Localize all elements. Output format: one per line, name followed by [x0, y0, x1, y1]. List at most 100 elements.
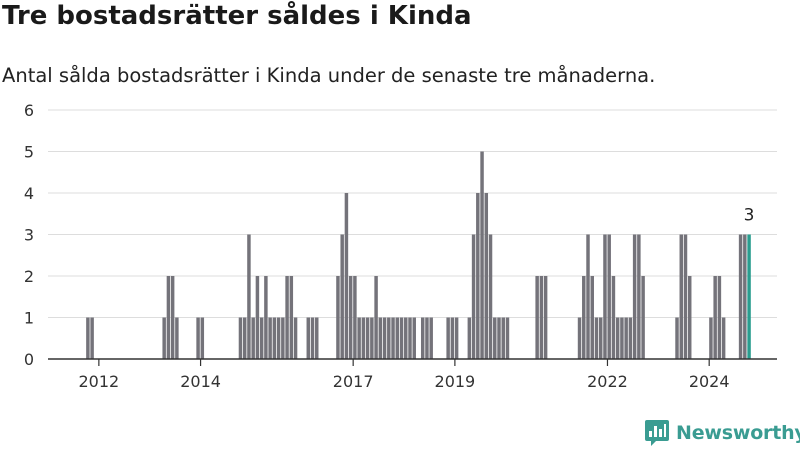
bar-2017-10 — [391, 317, 395, 359]
bar-2023-05 — [675, 317, 679, 359]
bar-2017-05 — [370, 317, 374, 359]
bar-2014-11 — [242, 317, 247, 359]
bar-2015-06 — [272, 317, 277, 359]
bar-2021-11 — [598, 317, 603, 359]
y-tick-label-3: 3 — [24, 226, 34, 245]
bar-2019-05 — [471, 234, 476, 359]
bar-2017-01 — [353, 276, 357, 359]
bar-2013-04 — [162, 317, 166, 359]
y-tick-label-1: 1 — [24, 309, 34, 328]
bar-2014-01 — [200, 317, 205, 359]
bar-2015-10 — [289, 276, 294, 359]
bar-2017-07 — [378, 317, 383, 359]
bar-2018-11 — [446, 317, 450, 359]
bar-2024-08 — [738, 234, 743, 359]
bar-2021-07 — [582, 276, 586, 359]
bar-chart-speech-bubble-icon — [645, 420, 669, 446]
bar-2022-04 — [620, 317, 624, 359]
bar-2017-02 — [357, 317, 361, 359]
bar-2022-01 — [607, 234, 611, 359]
y-tick-label-4: 4 — [24, 184, 34, 203]
bar-2022-05 — [624, 317, 628, 359]
bar-2020-01 — [505, 317, 510, 359]
bar-2019-07 — [480, 151, 484, 359]
bar-2017-04 — [365, 317, 370, 359]
bar-2016-03 — [310, 317, 315, 359]
bar-2020-10 — [543, 276, 548, 359]
x-tick-label-2024: 2024 — [689, 372, 730, 391]
bar-2022-02 — [611, 276, 616, 359]
bar-2018-12 — [450, 317, 455, 359]
bar-2013-05 — [166, 276, 171, 359]
bar-2013-12 — [196, 317, 200, 359]
bar-2024-04 — [721, 317, 726, 359]
bar-2019-04 — [467, 317, 472, 359]
bar-2023-07 — [683, 234, 688, 359]
bar-2022-03 — [615, 317, 620, 359]
bar-2011-11 — [90, 317, 94, 359]
bar-2024-01 — [709, 317, 713, 359]
bar-2019-10 — [493, 317, 497, 359]
bar-2015-01 — [251, 317, 255, 359]
bar-2021-06 — [577, 317, 582, 359]
bar-2011-10 — [86, 317, 90, 359]
bar-2019-11 — [497, 317, 501, 359]
bar-2013-06 — [170, 276, 175, 359]
bar-2022-09 — [641, 276, 645, 359]
bar-2023-06 — [679, 234, 683, 359]
bar-2018-02 — [408, 317, 412, 359]
bar-2021-09 — [590, 276, 594, 359]
bar-2015-05 — [268, 317, 272, 359]
bar-2016-10 — [340, 234, 344, 359]
x-axis: 2012 2014 2017 2019 2022 2024 — [48, 358, 777, 391]
bar-2024-03 — [717, 276, 722, 359]
bar-2014-10 — [238, 317, 243, 359]
gridlines — [48, 109, 777, 318]
bar-2017-12 — [399, 317, 404, 359]
bar-2015-08 — [281, 317, 285, 359]
bar-2022-06 — [628, 317, 633, 359]
bar-2022-07 — [632, 234, 637, 359]
bar-2018-06 — [425, 317, 429, 359]
bar-2018-03 — [412, 317, 416, 359]
bar-2024-02 — [713, 276, 717, 359]
bar-2016-09 — [336, 276, 340, 359]
bar-2022-08 — [637, 234, 641, 359]
x-tick-label-2017: 2017 — [333, 372, 374, 391]
x-tick-label-2019: 2019 — [435, 372, 476, 391]
bar-2015-11 — [293, 317, 298, 359]
bar-2017-09 — [387, 317, 391, 359]
bar-2016-12 — [348, 276, 353, 359]
newsworthy-logo[interactable]: Newsworthy — [644, 419, 800, 447]
bar-2019-12 — [501, 317, 505, 359]
bar-2014-12 — [247, 234, 251, 359]
y-tick-label-6: 6 — [24, 101, 34, 120]
y-tick-label-5: 5 — [24, 143, 34, 162]
bar-2019-06 — [476, 193, 480, 359]
bar-2015-02 — [255, 276, 260, 359]
bars — [86, 151, 751, 359]
bar-2017-08 — [382, 317, 387, 359]
bar-2021-08 — [586, 234, 590, 359]
bar-2015-09 — [285, 276, 289, 359]
bar-2019-08 — [484, 193, 489, 359]
bar-2017-03 — [361, 317, 366, 359]
chart-title: Tre bostadsrätter såldes i Kinda — [2, 1, 472, 31]
data-label-latest: 3 — [744, 206, 755, 226]
bar-2023-08 — [687, 276, 692, 359]
bar-2016-04 — [315, 317, 319, 359]
x-tick-label-2014: 2014 — [180, 372, 221, 391]
bar-2019-01 — [454, 317, 459, 359]
bar-2016-11 — [344, 193, 349, 359]
bar-2020-08 — [535, 276, 539, 359]
bar-2013-07 — [175, 317, 179, 359]
bar-2018-01 — [404, 317, 408, 359]
annotations: 3 — [744, 206, 755, 226]
x-tick-label-2012: 2012 — [79, 372, 120, 391]
bar-2019-09 — [488, 234, 493, 359]
chart-subtitle: Antal sålda bostadsrätter i Kinda under … — [2, 64, 656, 87]
bar-2021-10 — [594, 317, 599, 359]
bar-2024-10 — [747, 234, 751, 359]
bar-2017-06 — [374, 276, 378, 359]
